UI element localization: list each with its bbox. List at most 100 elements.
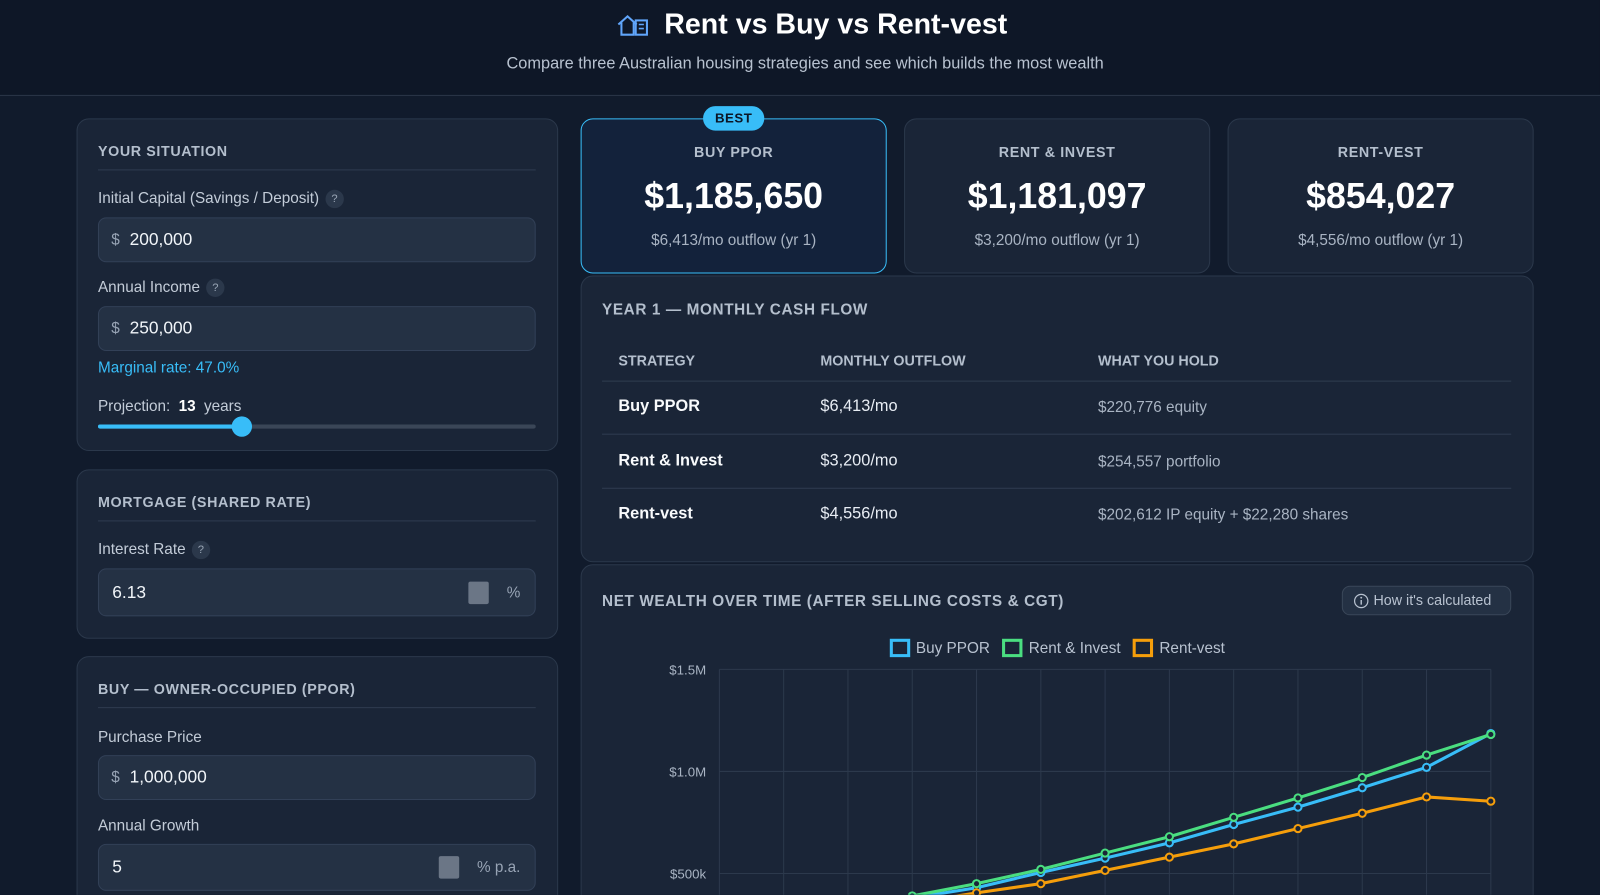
divider bbox=[602, 380, 1512, 382]
point bbox=[1486, 729, 1496, 740]
label-text: Projection: bbox=[97, 397, 171, 416]
prefix: $ bbox=[111, 319, 120, 338]
help-icon[interactable]: ? bbox=[191, 540, 211, 560]
input-value: 200,000 bbox=[129, 229, 193, 249]
best-badge: BEST bbox=[703, 106, 765, 131]
capital-input[interactable]: $200,000 bbox=[97, 217, 536, 263]
chart-panel bbox=[580, 564, 1534, 895]
result-card: RENT-VEST $854,027 $4,556/mo outflow (yr… bbox=[1227, 118, 1534, 274]
projection-unit: years bbox=[203, 397, 242, 416]
header: Rent vs Buy vs Rent-vest Compare three A… bbox=[0, 0, 1600, 96]
field-label: Initial Capital (Savings / Deposit)? bbox=[97, 189, 344, 209]
suffix: % bbox=[506, 583, 521, 602]
point bbox=[1229, 839, 1239, 849]
label-text: Annual Income bbox=[97, 278, 201, 296]
card-label: RENT & INVEST bbox=[998, 143, 1116, 161]
income-input[interactable]: $250,000 bbox=[97, 306, 536, 352]
legend-item[interactable]: Rent & Invest bbox=[1002, 638, 1121, 658]
column-header: STRATEGY bbox=[618, 352, 696, 369]
legend-item[interactable]: Buy PPOR bbox=[889, 638, 990, 658]
card-label: BUY PPOR bbox=[694, 143, 774, 161]
card-value: $854,027 bbox=[1306, 176, 1456, 217]
cell: $3,200/mo bbox=[820, 452, 898, 470]
point bbox=[1229, 819, 1239, 830]
cell: $4,556/mo bbox=[820, 505, 898, 523]
stepper[interactable] bbox=[468, 581, 489, 604]
point bbox=[971, 879, 982, 889]
point bbox=[1164, 852, 1174, 862]
legend-label: Rent-vest bbox=[1159, 639, 1225, 657]
slider-thumb[interactable] bbox=[231, 416, 253, 437]
card-value: $1,185,650 bbox=[644, 176, 824, 217]
page-title: Rent vs Buy vs Rent-vest bbox=[664, 8, 1008, 40]
panel-title: YOUR SITUATION bbox=[97, 142, 228, 160]
cell: $220,776 equity bbox=[1097, 398, 1207, 417]
point bbox=[1100, 848, 1110, 858]
divider bbox=[97, 520, 536, 522]
label-text: Initial Capital (Savings / Deposit) bbox=[97, 189, 320, 208]
label-text: Interest Rate bbox=[97, 540, 186, 559]
card-sub: $3,200/mo outflow (yr 1) bbox=[974, 231, 1140, 249]
point bbox=[1293, 802, 1303, 812]
point bbox=[971, 888, 982, 895]
button-text: How it's calculated bbox=[1373, 591, 1492, 609]
situation-panel bbox=[76, 118, 559, 452]
legend-swatch bbox=[1002, 638, 1023, 658]
point bbox=[1357, 783, 1367, 793]
stepper[interactable] bbox=[438, 856, 460, 879]
help-icon[interactable]: ? bbox=[206, 278, 225, 297]
point bbox=[1293, 823, 1303, 834]
point bbox=[1036, 864, 1046, 874]
marginal-rate: Marginal rate: 47.0% bbox=[97, 359, 240, 377]
point bbox=[1164, 832, 1174, 842]
help-icon[interactable]: ? bbox=[325, 189, 344, 209]
page-subtitle: Compare three Australian housing strateg… bbox=[506, 55, 1104, 73]
field-label: Annual Growth bbox=[97, 817, 200, 835]
point bbox=[1357, 808, 1367, 818]
column-header: WHAT YOU HOLD bbox=[1097, 352, 1219, 369]
divider bbox=[602, 433, 1512, 435]
panel-title: MORTGAGE (SHARED RATE) bbox=[97, 493, 312, 511]
legend-swatch bbox=[1132, 638, 1154, 658]
card-label: RENT-VEST bbox=[1337, 143, 1424, 161]
input-value: 250,000 bbox=[129, 318, 193, 338]
input-value: 1,000,000 bbox=[129, 767, 207, 787]
how-calculated-button[interactable]: How it's calculated bbox=[1341, 585, 1512, 616]
point bbox=[1229, 812, 1239, 822]
cell: $202,612 IP equity + $22,280 shares bbox=[1097, 506, 1349, 524]
growth-input[interactable]: 5 % p.a. bbox=[97, 843, 536, 891]
legend: Buy PPOR Rent & Invest Rent-vest bbox=[581, 638, 1534, 658]
point bbox=[1293, 793, 1303, 803]
slider-fill bbox=[97, 424, 242, 429]
input-value: 5 bbox=[112, 857, 122, 877]
cell: $6,413/mo bbox=[820, 397, 898, 416]
card-sub: $6,413/mo outflow (yr 1) bbox=[651, 231, 817, 249]
cell: Rent-vest bbox=[618, 505, 693, 523]
divider bbox=[602, 487, 1512, 489]
slider-track[interactable] bbox=[97, 424, 536, 429]
cell: $254,557 portfolio bbox=[1097, 453, 1221, 471]
prefix: $ bbox=[111, 768, 120, 787]
rate-input[interactable]: 6.13% bbox=[97, 568, 536, 617]
divider bbox=[97, 707, 536, 709]
cell: Buy PPOR bbox=[618, 397, 701, 416]
panel-title: BUY — OWNER-OCCUPIED (PPOR) bbox=[97, 680, 356, 697]
result-card: RENT & INVEST $1,181,097 $3,200/mo outfl… bbox=[904, 118, 1211, 274]
y-tick-label: $1.0M bbox=[669, 765, 706, 780]
card-sub: $4,556/mo outflow (yr 1) bbox=[1298, 231, 1464, 249]
projection-value: 13 bbox=[178, 397, 196, 416]
price-input[interactable]: $1,000,000 bbox=[97, 755, 536, 800]
divider bbox=[97, 169, 536, 171]
field-label: Interest Rate? bbox=[97, 540, 211, 560]
point bbox=[1421, 792, 1432, 802]
point bbox=[1421, 750, 1432, 760]
cell: Rent & Invest bbox=[618, 452, 723, 470]
card-value: $1,181,097 bbox=[967, 176, 1147, 217]
column-header: MONTHLY OUTFLOW bbox=[820, 352, 966, 369]
info-icon bbox=[1353, 593, 1369, 609]
point bbox=[1421, 762, 1432, 772]
legend-label: Buy PPOR bbox=[915, 639, 990, 657]
legend-item[interactable]: Rent-vest bbox=[1132, 638, 1225, 658]
legend-label: Rent & Invest bbox=[1028, 639, 1121, 657]
